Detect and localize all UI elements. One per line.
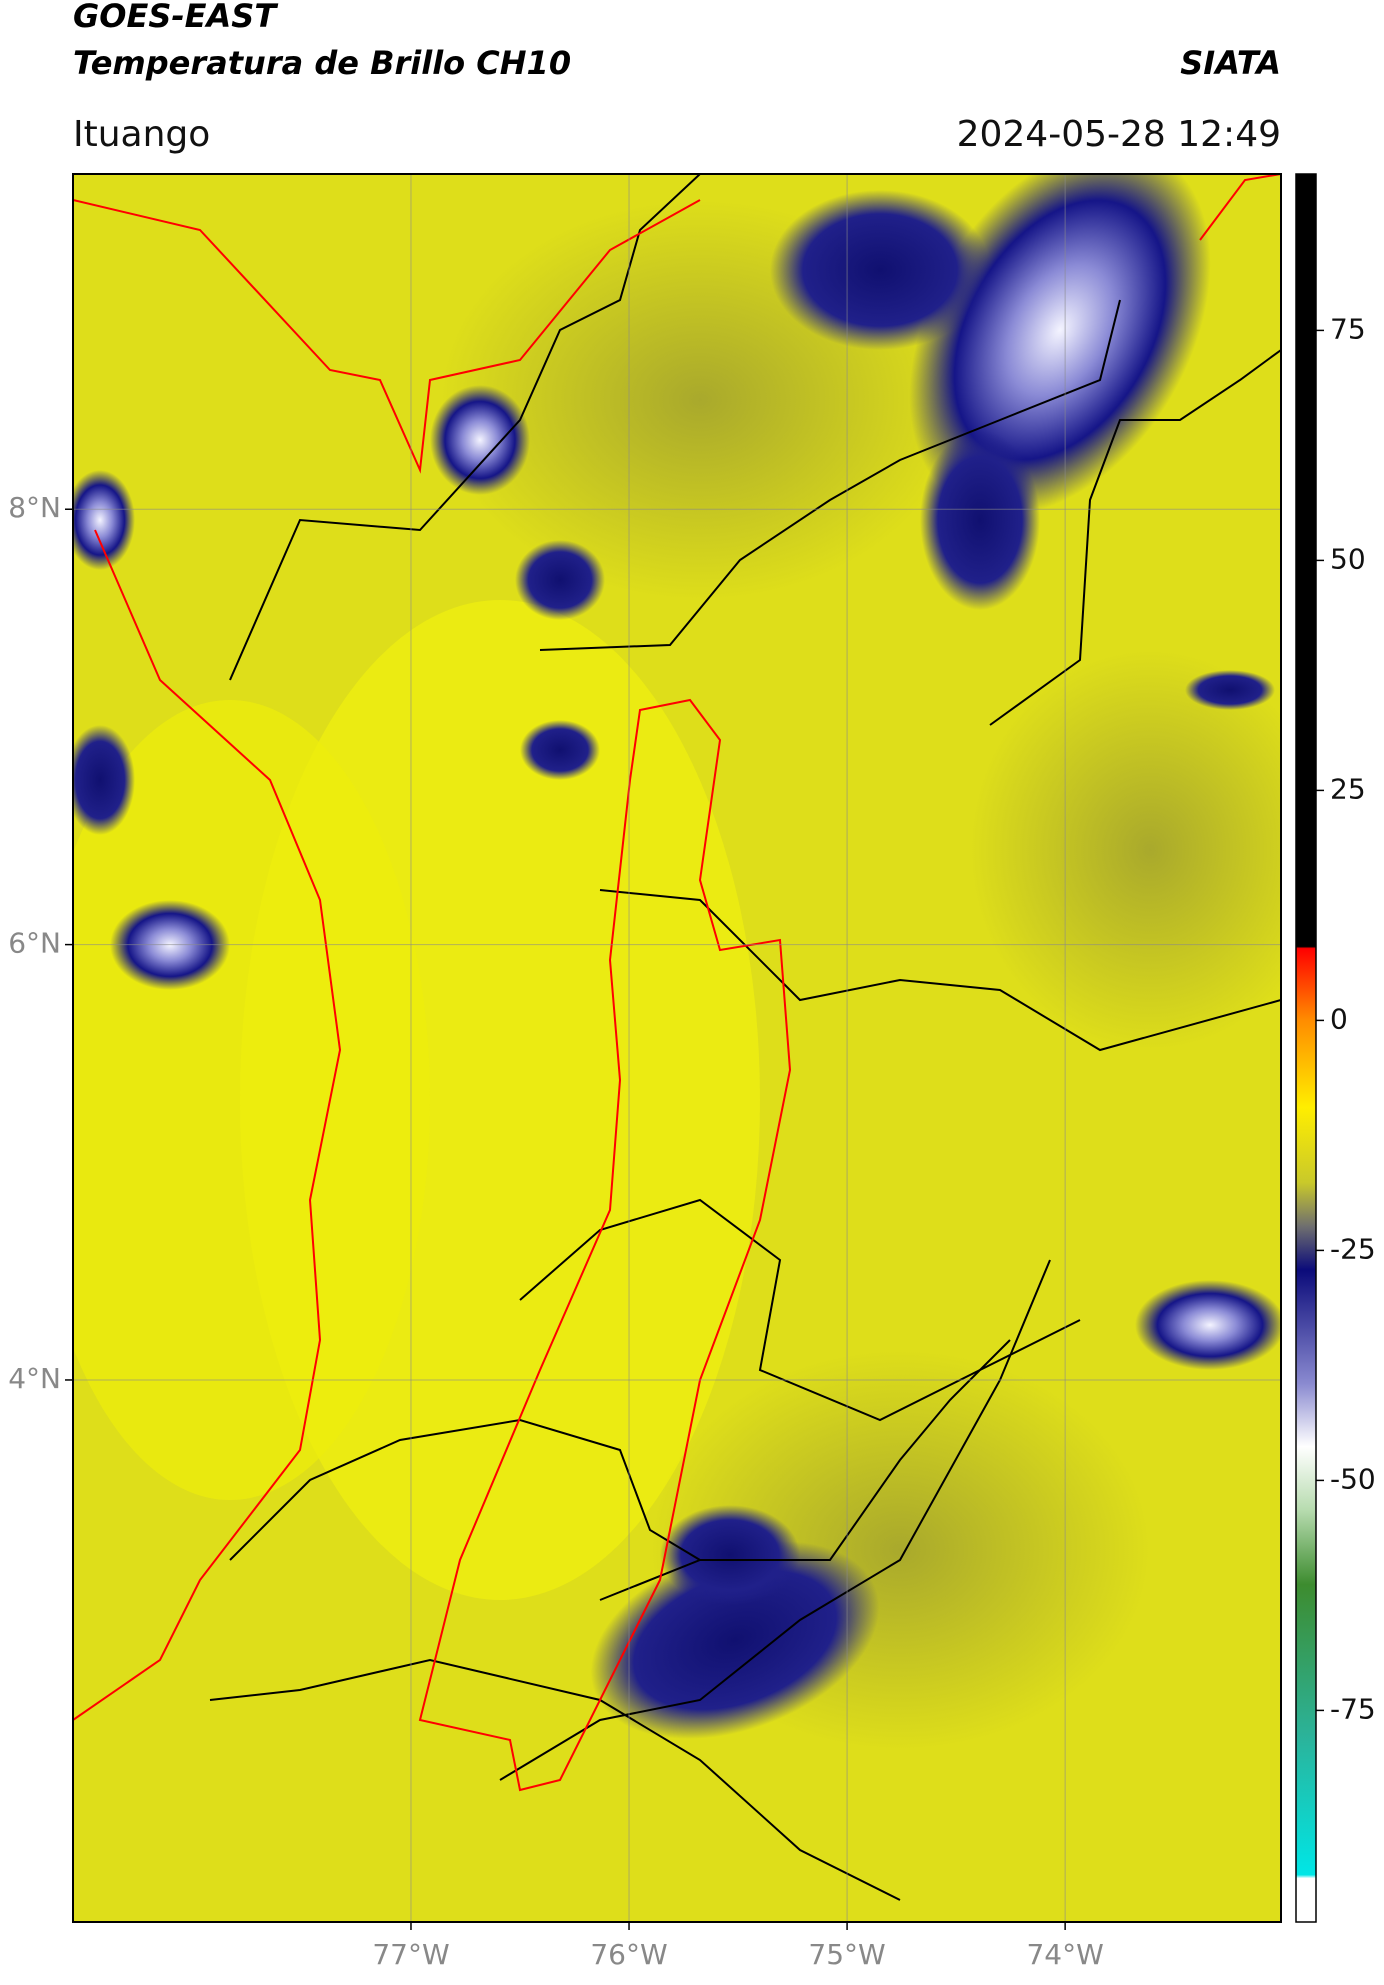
title: GOES-EAST [73, 0, 278, 35]
colorbar-tick-label: -75 [1330, 1692, 1376, 1725]
map-frame [72, 173, 1282, 1923]
y-tick-label: 6°N [8, 927, 61, 960]
location: Ituango [73, 114, 210, 155]
y-tick-label: 8°N [8, 491, 61, 524]
colorbar-tick-label: -50 [1330, 1462, 1376, 1495]
graticule [73, 174, 1281, 1922]
x-tick-label: 77°W [372, 1938, 449, 1971]
colorbar-tick-label: 75 [1330, 312, 1366, 345]
x-tick-label: 74°W [1026, 1938, 1103, 1971]
datetime: 2024-05-28 12:49 [957, 114, 1281, 155]
colorbar-tick-label: 25 [1330, 772, 1366, 805]
source: SIATA [1180, 44, 1281, 82]
subtitle: Temperatura de Brillo CH10 [73, 44, 571, 82]
colorbar-tick-label: 0 [1330, 1002, 1348, 1035]
x-tick-label: 76°W [590, 1938, 667, 1971]
colorbar-tick-label: -25 [1330, 1232, 1376, 1265]
x-tick-label: 75°W [808, 1938, 885, 1971]
colorbar-tick-label: 50 [1330, 542, 1366, 575]
y-tick-label: 4°N [8, 1362, 61, 1395]
map-image [73, 174, 1281, 1922]
colorbar [1295, 173, 1317, 1923]
